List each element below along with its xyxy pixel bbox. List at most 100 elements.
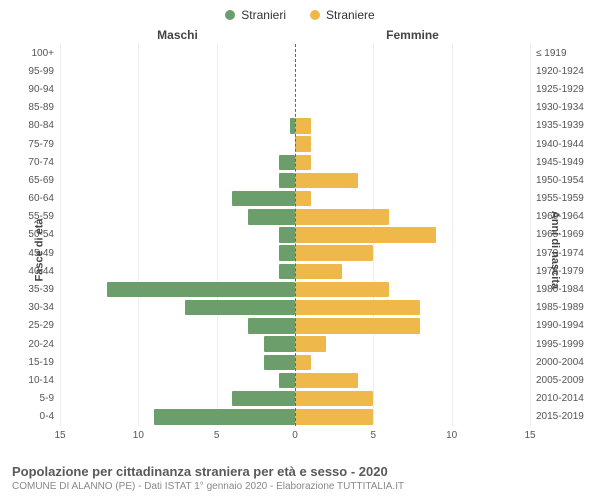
female-half: [295, 118, 530, 133]
male-half: [60, 355, 295, 370]
age-label: 15-19: [28, 357, 60, 368]
legend-swatch-male: [225, 10, 235, 20]
age-label: 40-44: [28, 266, 60, 277]
age-label: 85-89: [28, 102, 60, 113]
legend-label-female: Straniere: [326, 8, 375, 22]
legend-swatch-female: [310, 10, 320, 20]
male-half: [60, 336, 295, 351]
gender-title-male: Maschi: [60, 28, 295, 42]
male-bar: [264, 355, 295, 370]
female-half: [295, 409, 530, 424]
female-bar: [295, 118, 311, 133]
birth-year-label: 1945-1949: [530, 157, 584, 168]
female-half: [295, 282, 530, 297]
x-tick: 0: [292, 430, 298, 441]
male-half: [60, 264, 295, 279]
x-tick: 10: [446, 430, 457, 441]
female-half: [295, 245, 530, 260]
male-half: [60, 227, 295, 242]
birth-year-label: 1940-1944: [530, 139, 584, 150]
male-bar: [279, 155, 295, 170]
male-half: [60, 373, 295, 388]
male-half: [60, 282, 295, 297]
legend-item-male: Stranieri: [225, 8, 286, 22]
male-bar: [279, 245, 295, 260]
birth-year-label: 2010-2014: [530, 393, 584, 404]
x-tick: 10: [133, 430, 144, 441]
birth-year-label: 1985-1989: [530, 302, 584, 313]
male-half: [60, 191, 295, 206]
gender-titles: Maschi Femmine: [60, 28, 530, 42]
age-label: 80-84: [28, 120, 60, 131]
age-label: 10-14: [28, 375, 60, 386]
female-half: [295, 82, 530, 97]
legend: Stranieri Straniere: [0, 0, 600, 26]
age-label: 25-29: [28, 320, 60, 331]
x-tick: 5: [371, 430, 377, 441]
population-pyramid-chart: Stranieri Straniere Maschi Femmine Fasce…: [0, 0, 600, 500]
male-half: [60, 245, 295, 260]
female-bar: [295, 355, 311, 370]
age-label: 45-49: [28, 248, 60, 259]
female-bar: [295, 336, 326, 351]
age-label: 65-69: [28, 175, 60, 186]
footer: Popolazione per cittadinanza straniera p…: [12, 464, 588, 492]
female-bar: [295, 282, 389, 297]
female-bar: [295, 155, 311, 170]
female-half: [295, 173, 530, 188]
female-half: [295, 155, 530, 170]
legend-item-female: Straniere: [310, 8, 375, 22]
x-tick: 15: [54, 430, 65, 441]
male-half: [60, 45, 295, 60]
female-half: [295, 300, 530, 315]
male-half: [60, 391, 295, 406]
female-bar: [295, 300, 420, 315]
female-half: [295, 318, 530, 333]
birth-year-label: 1925-1929: [530, 84, 584, 95]
female-half: [295, 336, 530, 351]
female-half: [295, 264, 530, 279]
birth-year-label: 2000-2004: [530, 357, 584, 368]
age-label: 50-54: [28, 229, 60, 240]
age-label: 30-34: [28, 302, 60, 313]
male-half: [60, 118, 295, 133]
male-half: [60, 409, 295, 424]
male-bar: [232, 391, 295, 406]
age-label: 0-4: [40, 411, 60, 422]
female-bar: [295, 136, 311, 151]
birth-year-label: 1975-1979: [530, 266, 584, 277]
chart-subtitle: COMUNE DI ALANNO (PE) - Dati ISTAT 1° ge…: [12, 481, 588, 492]
male-half: [60, 64, 295, 79]
male-bar: [248, 318, 295, 333]
birth-year-label: 1950-1954: [530, 175, 584, 186]
birth-year-label: ≤ 1919: [530, 48, 567, 59]
female-bar: [295, 318, 420, 333]
birth-year-label: 1930-1934: [530, 102, 584, 113]
male-bar: [279, 227, 295, 242]
male-bar: [279, 173, 295, 188]
male-bar: [279, 373, 295, 388]
female-bar: [295, 209, 389, 224]
male-bar: [264, 336, 295, 351]
male-bar: [248, 209, 295, 224]
birth-year-label: 1980-1984: [530, 284, 584, 295]
birth-year-label: 1960-1964: [530, 211, 584, 222]
female-bar: [295, 227, 436, 242]
age-label: 100+: [31, 48, 60, 59]
female-bar: [295, 373, 358, 388]
male-half: [60, 155, 295, 170]
birth-year-label: 1990-1994: [530, 320, 584, 331]
male-bar: [185, 300, 295, 315]
age-label: 75-79: [28, 139, 60, 150]
female-half: [295, 355, 530, 370]
age-label: 5-9: [40, 393, 60, 404]
female-half: [295, 391, 530, 406]
gender-title-female: Femmine: [295, 28, 530, 42]
female-bar: [295, 173, 358, 188]
female-half: [295, 191, 530, 206]
x-axis: 15105051015: [60, 430, 530, 446]
male-bar: [232, 191, 295, 206]
female-half: [295, 45, 530, 60]
birth-year-label: 1920-1924: [530, 66, 584, 77]
age-label: 95-99: [28, 66, 60, 77]
